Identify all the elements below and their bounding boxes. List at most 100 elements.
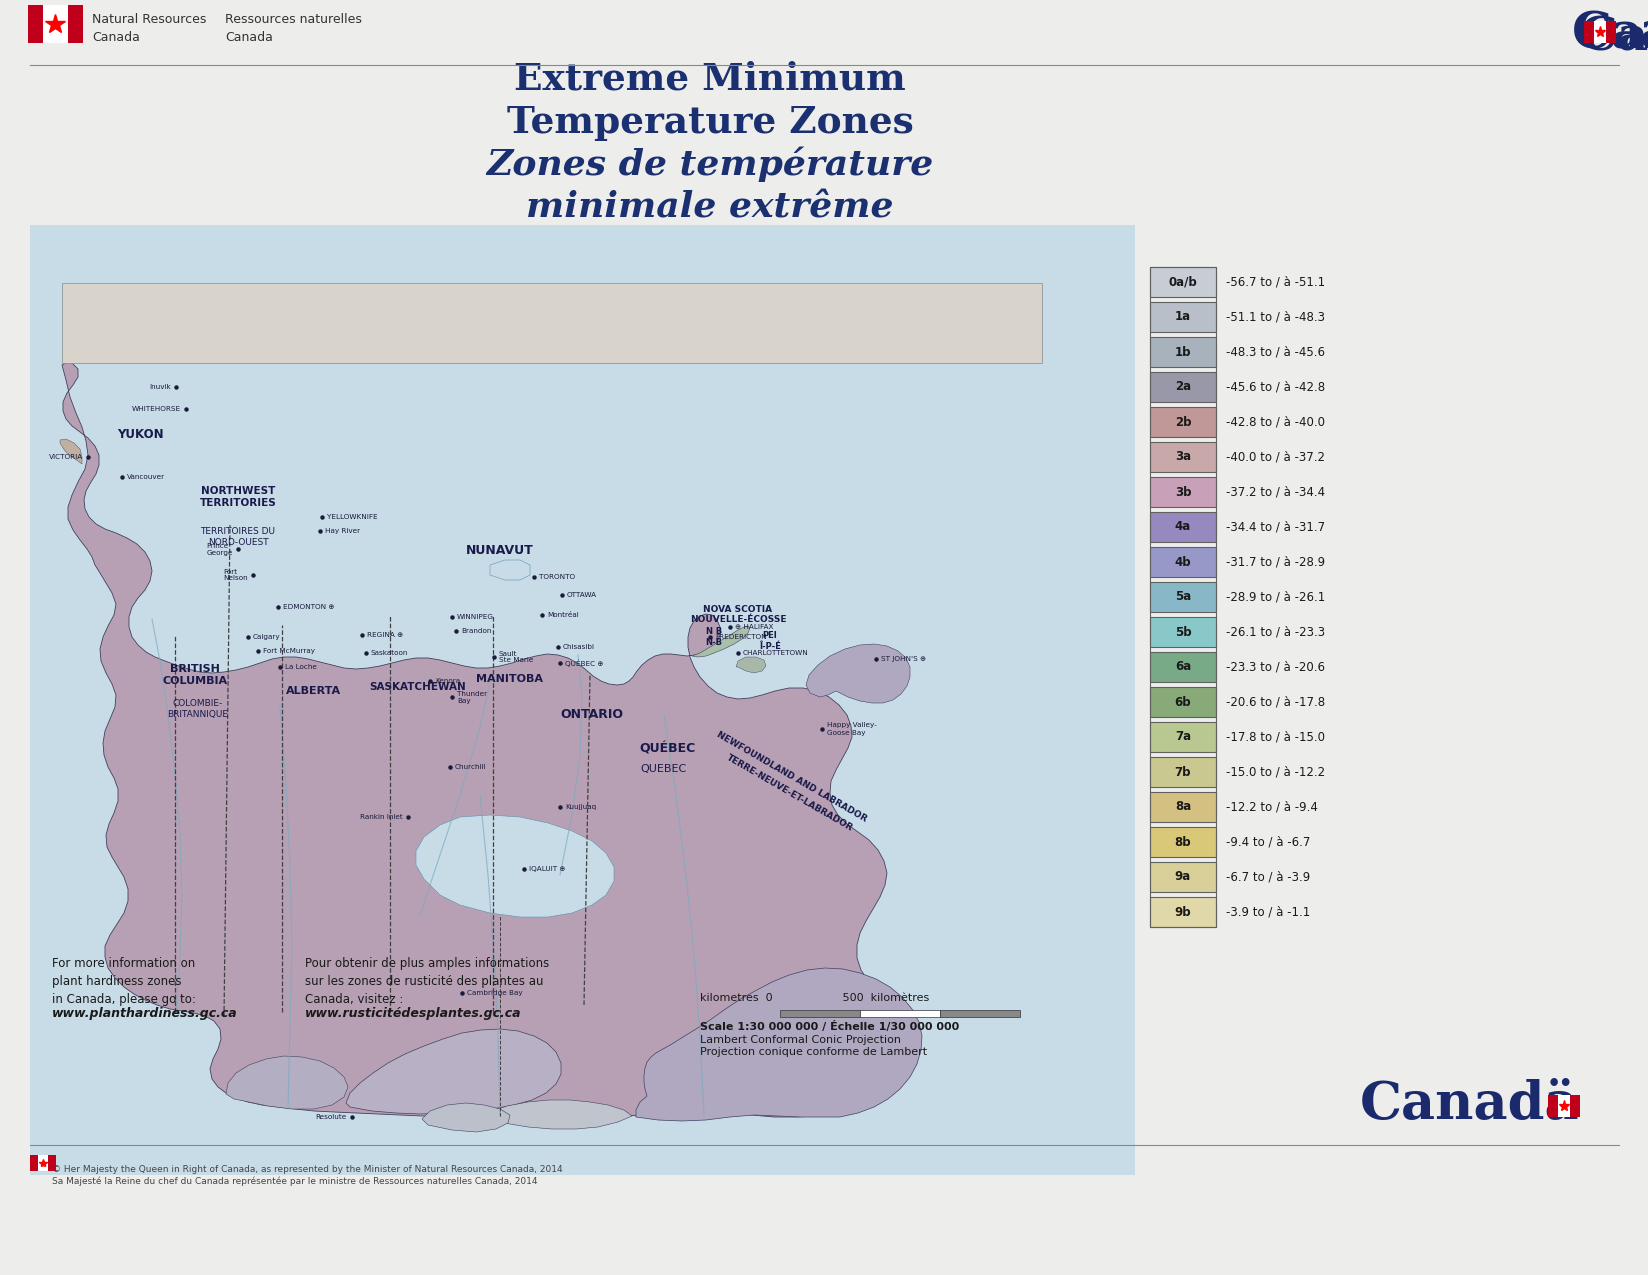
Text: Kenora: Kenora bbox=[435, 678, 460, 683]
Text: SASKATCHEWAN: SASKATCHEWAN bbox=[369, 682, 466, 692]
Text: www.planthardiness.gc.ca: www.planthardiness.gc.ca bbox=[53, 1007, 237, 1020]
Text: OTTAWA: OTTAWA bbox=[567, 592, 597, 598]
Text: -40.0 to / à -37.2: -40.0 to / à -37.2 bbox=[1224, 450, 1325, 464]
Text: -34.4 to / à -31.7: -34.4 to / à -31.7 bbox=[1224, 520, 1325, 533]
Text: Projection conique conforme de Lambert: Projection conique conforme de Lambert bbox=[699, 1047, 926, 1057]
Text: Rankin Inlet: Rankin Inlet bbox=[359, 813, 402, 820]
Polygon shape bbox=[735, 657, 766, 673]
Bar bbox=[780, 1010, 860, 1017]
Text: ALBERTA: ALBERTA bbox=[287, 686, 341, 696]
Text: For more information on
plant hardiness zones
in Canada, please go to:: For more information on plant hardiness … bbox=[53, 958, 196, 1006]
Text: 8a: 8a bbox=[1173, 801, 1190, 813]
Text: Prince
George: Prince George bbox=[206, 542, 232, 556]
Text: 8b: 8b bbox=[1173, 835, 1190, 848]
Text: -56.7 to / à -51.1: -56.7 to / à -51.1 bbox=[1224, 275, 1325, 288]
Polygon shape bbox=[692, 626, 750, 657]
Text: PEI
Î-P-É: PEI Î-P-É bbox=[758, 631, 781, 650]
Bar bbox=[1149, 477, 1215, 507]
Text: ⊕ HALIFAX: ⊕ HALIFAX bbox=[735, 623, 773, 630]
Text: Scale 1:30 000 000 / Échelle 1/30 000 000: Scale 1:30 000 000 / Échelle 1/30 000 00… bbox=[699, 1021, 959, 1031]
Text: kilometres  0                    500  kilomètres: kilometres 0 500 kilomètres bbox=[699, 993, 929, 1003]
Text: N B
N-B: N B N-B bbox=[705, 627, 722, 646]
Text: YELLOWKNIFE: YELLOWKNIFE bbox=[326, 514, 377, 520]
Text: Fort
Nelson: Fort Nelson bbox=[222, 569, 247, 581]
Text: -48.3 to / à -45.6: -48.3 to / à -45.6 bbox=[1224, 346, 1325, 358]
Text: Canadä: Canadä bbox=[1360, 1080, 1579, 1131]
Bar bbox=[1149, 581, 1215, 612]
Text: Calgary: Calgary bbox=[252, 634, 280, 640]
Text: Ressources naturelles
Canada: Ressources naturelles Canada bbox=[224, 13, 361, 45]
Bar bbox=[1149, 266, 1215, 297]
Bar bbox=[28, 5, 43, 43]
Polygon shape bbox=[422, 1103, 509, 1132]
Bar bbox=[1149, 372, 1215, 402]
Text: WINNIPEG: WINNIPEG bbox=[456, 615, 494, 620]
Bar bbox=[1569, 1095, 1579, 1117]
Text: 2a: 2a bbox=[1175, 380, 1190, 394]
Text: WHITEHORSE: WHITEHORSE bbox=[132, 405, 181, 412]
Bar bbox=[1149, 407, 1215, 437]
Polygon shape bbox=[415, 815, 613, 917]
Text: Saskatoon: Saskatoon bbox=[371, 650, 409, 657]
Text: 6b: 6b bbox=[1173, 695, 1190, 709]
Text: 4b: 4b bbox=[1173, 556, 1190, 569]
Text: Pour obtenir de plus amples informations
sur les zones de rusticité des plantes : Pour obtenir de plus amples informations… bbox=[305, 958, 549, 1006]
Text: 7b: 7b bbox=[1173, 765, 1190, 779]
Text: Canadä: Canadä bbox=[1579, 13, 1648, 59]
Text: © Her Majesty the Queen in Right of Canada, as represented by the Minister of Na: © Her Majesty the Queen in Right of Cana… bbox=[53, 1165, 562, 1187]
Text: www.rusticitédesplantes.gc.ca: www.rusticitédesplantes.gc.ca bbox=[305, 1007, 521, 1020]
Text: QUÉBEC ⊕: QUÉBEC ⊕ bbox=[565, 659, 603, 667]
Text: NORTHWEST
TERRITORIES: NORTHWEST TERRITORIES bbox=[199, 486, 277, 507]
Bar bbox=[1149, 302, 1215, 332]
Bar bbox=[30, 224, 1134, 1176]
Bar bbox=[1149, 722, 1215, 752]
Bar bbox=[939, 1010, 1020, 1017]
Text: Montréal: Montréal bbox=[547, 612, 578, 618]
Text: 5b: 5b bbox=[1173, 626, 1190, 639]
Text: Canad: Canad bbox=[1571, 10, 1648, 59]
Text: NEWFOUNDLAND AND LABRADOR: NEWFOUNDLAND AND LABRADOR bbox=[715, 731, 868, 824]
Text: 1a: 1a bbox=[1175, 311, 1190, 324]
Text: La Loche: La Loche bbox=[285, 664, 316, 669]
Bar bbox=[1149, 757, 1215, 787]
Bar bbox=[68, 5, 82, 43]
Text: Fort McMurray: Fort McMurray bbox=[262, 648, 315, 654]
Text: Lambert Conformal Conic Projection: Lambert Conformal Conic Projection bbox=[699, 1035, 900, 1046]
Text: Thunder
Bay: Thunder Bay bbox=[456, 691, 486, 704]
Text: Churchill: Churchill bbox=[455, 764, 486, 770]
Bar bbox=[1149, 513, 1215, 542]
Polygon shape bbox=[63, 363, 908, 1117]
Text: YUKON: YUKON bbox=[117, 428, 163, 441]
Text: Resolute: Resolute bbox=[315, 1114, 346, 1119]
Bar bbox=[1584, 20, 1594, 43]
Text: EDMONTON ⊕: EDMONTON ⊕ bbox=[283, 604, 335, 609]
Text: -51.1 to / à -48.3: -51.1 to / à -48.3 bbox=[1224, 311, 1325, 324]
Text: Inuvik: Inuvik bbox=[150, 384, 171, 390]
Bar bbox=[38, 1155, 48, 1170]
Text: Happy Valley-
Goose Bay: Happy Valley- Goose Bay bbox=[827, 723, 877, 736]
Text: COLOMBIE-
BRITANNIQUE: COLOMBIE- BRITANNIQUE bbox=[168, 699, 229, 719]
Bar bbox=[1149, 442, 1215, 472]
Text: a: a bbox=[1640, 10, 1648, 59]
Text: Kuujjuaq: Kuujjuaq bbox=[565, 805, 597, 810]
Text: Vancouver: Vancouver bbox=[127, 474, 165, 479]
Text: 2b: 2b bbox=[1173, 416, 1190, 428]
Bar bbox=[63, 283, 1042, 363]
Text: 9b: 9b bbox=[1173, 905, 1190, 918]
Bar bbox=[1547, 1095, 1557, 1117]
Text: 5a: 5a bbox=[1173, 590, 1190, 603]
Text: TERRE-NEUVE-ET-LABRADOR: TERRE-NEUVE-ET-LABRADOR bbox=[725, 754, 854, 833]
Text: ONTARIO: ONTARIO bbox=[560, 709, 623, 722]
Text: -37.2 to / à -34.4: -37.2 to / à -34.4 bbox=[1224, 486, 1325, 499]
Text: -12.2 to / à -9.4: -12.2 to / à -9.4 bbox=[1224, 801, 1317, 813]
Text: ST JOHN'S ⊕: ST JOHN'S ⊕ bbox=[880, 657, 926, 662]
Text: NOVA SCOTIA: NOVA SCOTIA bbox=[704, 604, 773, 613]
Bar bbox=[1149, 617, 1215, 646]
Bar bbox=[1149, 898, 1215, 927]
Polygon shape bbox=[489, 560, 529, 580]
Polygon shape bbox=[806, 644, 910, 703]
Text: -26.1 to / à -23.3: -26.1 to / à -23.3 bbox=[1224, 626, 1325, 639]
Bar bbox=[860, 1010, 939, 1017]
Text: QUEBEC: QUEBEC bbox=[641, 764, 687, 774]
Polygon shape bbox=[59, 439, 82, 464]
